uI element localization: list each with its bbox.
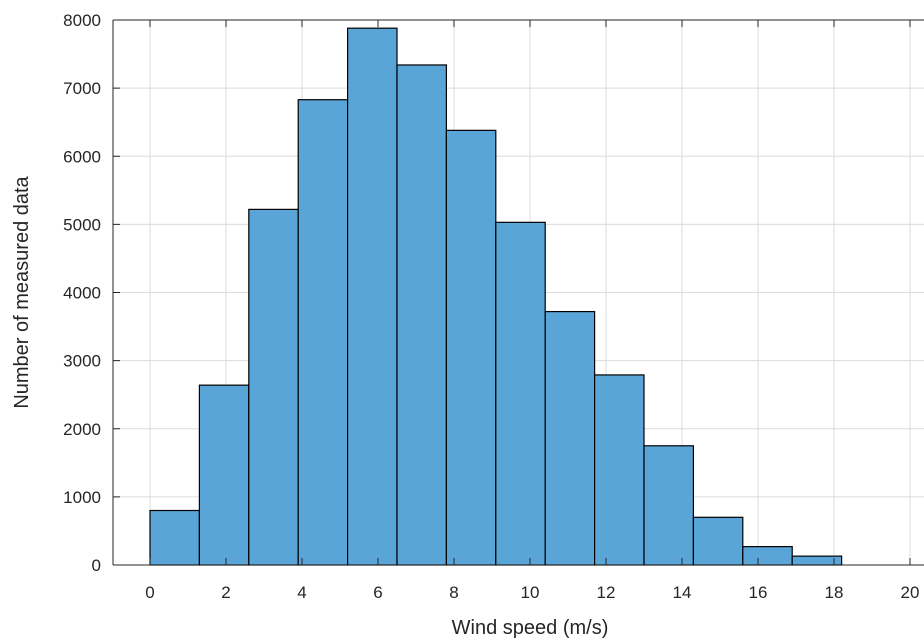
x-tick-label: 8 xyxy=(449,583,458,602)
histogram-bar xyxy=(692,516,744,566)
x-tick-label: 20 xyxy=(901,583,920,602)
histogram-bar xyxy=(297,99,349,566)
y-tick-label: 5000 xyxy=(63,215,101,234)
y-tick-label: 0 xyxy=(92,556,101,575)
histogram-bar xyxy=(544,310,596,566)
histogram-bar xyxy=(445,129,497,566)
x-tick-label: 18 xyxy=(825,583,844,602)
x-axis-label: Wind speed (m/s) xyxy=(452,617,609,639)
histogram-bar xyxy=(593,374,645,566)
histogram-bars xyxy=(149,27,843,566)
histogram-bar xyxy=(198,384,250,566)
y-tick-label: 6000 xyxy=(63,147,101,166)
histogram-bar xyxy=(396,64,448,566)
x-tick-label: 16 xyxy=(749,583,768,602)
x-tick-label: 4 xyxy=(297,583,306,602)
x-tick-label: 12 xyxy=(597,583,616,602)
histogram-bar xyxy=(248,208,299,566)
x-tick-label: 6 xyxy=(373,583,382,602)
histogram-bar xyxy=(495,221,546,566)
y-tick-label: 2000 xyxy=(63,420,101,439)
x-tick-label: 0 xyxy=(145,583,154,602)
x-axis-ticks: 0 2 4 6 8 10 12 14 16 18 20 xyxy=(145,20,919,602)
histogram-bar xyxy=(347,27,398,566)
x-tick-label: 2 xyxy=(221,583,230,602)
histogram-bar xyxy=(742,546,793,566)
y-tick-label: 1000 xyxy=(63,488,101,507)
histogram-bar xyxy=(643,445,695,566)
histogram-bar xyxy=(149,509,201,566)
y-axis-label: Number of measured data xyxy=(11,175,33,408)
x-tick-label: 14 xyxy=(673,583,692,602)
y-axis-ticks: 0 1000 2000 3000 4000 5000 6000 7000 8000 xyxy=(63,11,120,575)
x-tick-label: 10 xyxy=(521,583,540,602)
y-tick-label: 3000 xyxy=(63,352,101,371)
y-tick-label: 7000 xyxy=(63,79,101,98)
y-tick-label: 4000 xyxy=(63,284,101,303)
y-tick-label: 8000 xyxy=(63,11,101,30)
